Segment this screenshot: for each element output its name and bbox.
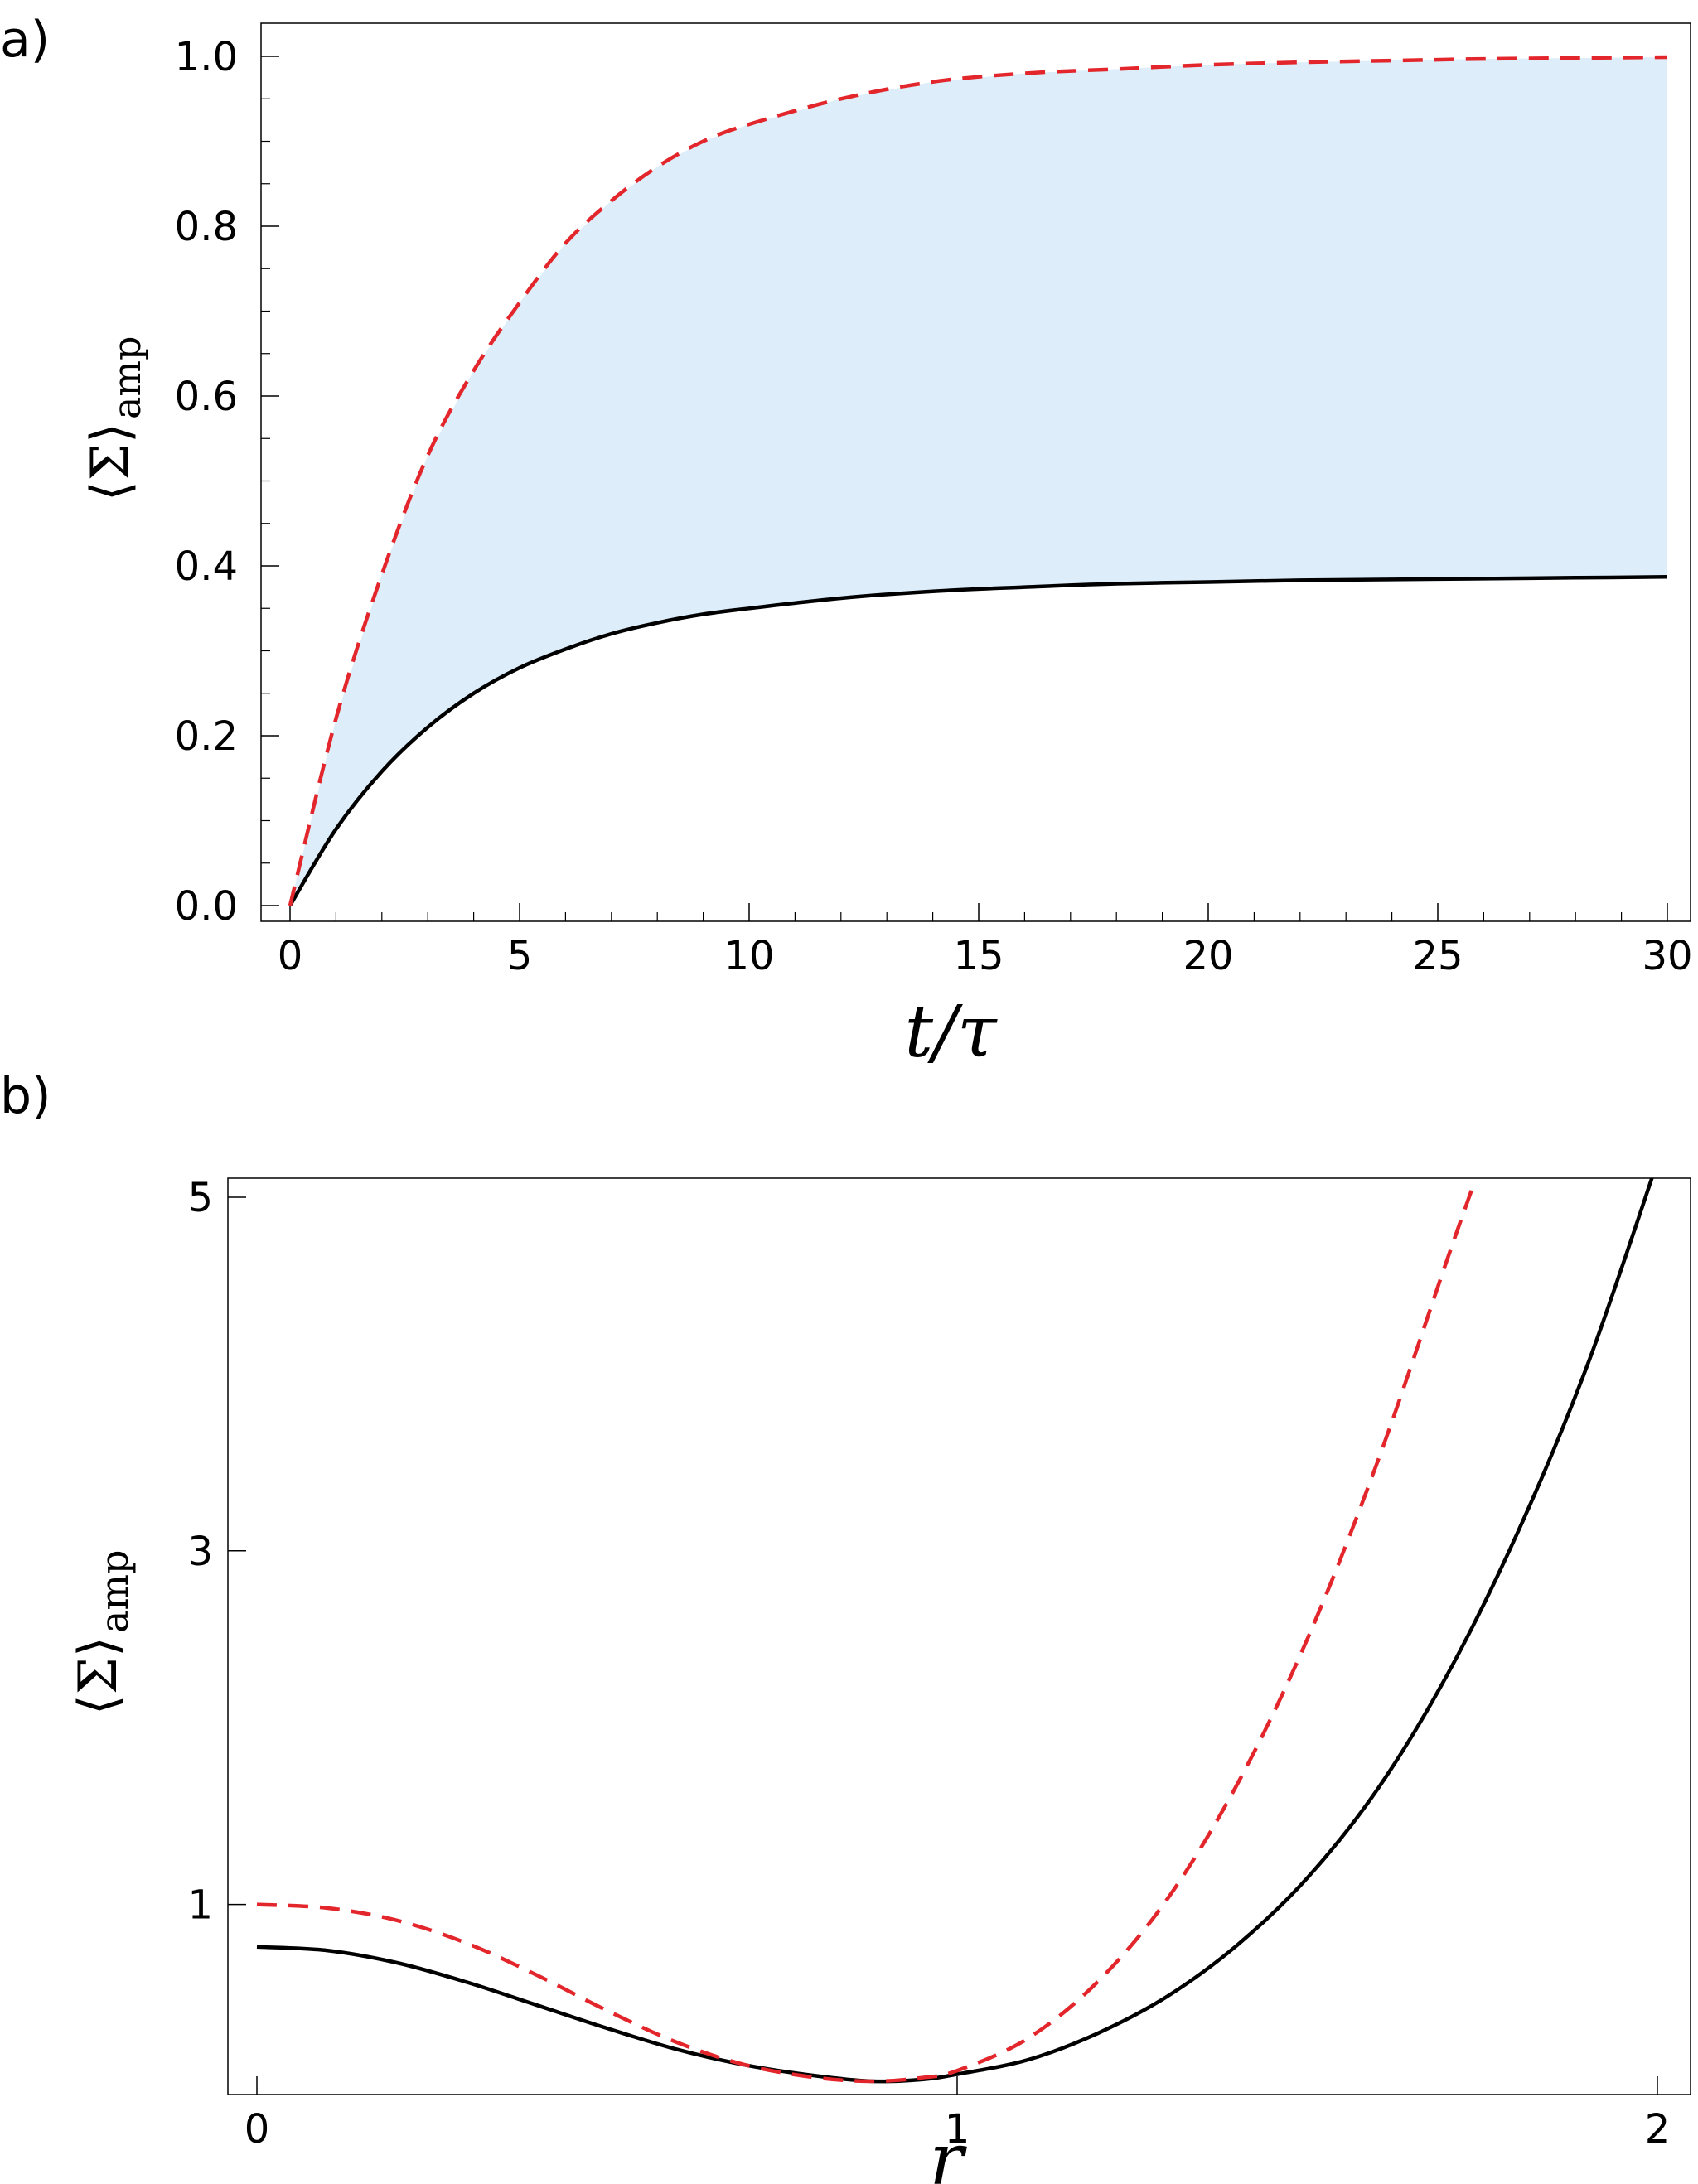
panel-a-x-tick-label: 15 [953,933,1004,979]
panel-a-x-tick-label: 0 [278,933,303,979]
panel-a-y-tick-label: 0.0 [175,883,238,930]
panel-a-x-tick-label: 20 [1183,933,1233,979]
panel-a-y-tick-label: 0.2 [175,713,238,760]
panel-a-frame [260,22,1691,922]
panel-b-y-tick-label: 5 [187,1175,213,1221]
panel-a-series-upper-dashed [288,55,1668,906]
panel-a-x-tick-label: 10 [723,933,774,979]
panel-a-shaded-region [290,57,1667,906]
panel-b-x-tick-label: 0 [244,2106,270,2153]
panel-b-ylabel-sub: amp [92,1550,137,1634]
panel-b-plot-area: 0 1 2 1 3 5 [187,1175,1691,2153]
panel-a-y-tick-label: 0.4 [175,544,238,590]
panel-b-ylabel: ⟨Σ⟩ [68,1636,129,1715]
panel-a-y-tick-label: 0.8 [175,204,238,250]
panel-a-x-tick-label: 30 [1642,933,1692,979]
panel-a-y-tick-label: 1.0 [175,34,238,80]
panel-b-y-tick-label: 3 [187,1529,213,1575]
panel-b-frame [227,1177,1691,2095]
panel-b-y-tick-label: 1 [187,1882,213,1929]
panel-b-label: b) [0,1067,51,1125]
panel-a-x-axis-label: t/τ [904,991,998,1074]
panel-b-x-tick-label: 2 [1645,2106,1671,2153]
panel-a-label: a) [0,11,50,69]
panel-b-series-lower-solid [256,1178,1654,2084]
panel-b-x-tick-label: 1 [945,2106,970,2153]
panel-a-x-tick-label: 25 [1412,933,1463,979]
panel-a-ylabel: ⟨Σ⟩ [80,423,142,501]
panel-b-x-axis-label: r [929,2119,967,2184]
panel-a-y-axis-label: ⟨Σ⟩ amp [80,336,149,502]
panel-a-ylabel-sub: amp [104,336,149,420]
panel-a-x-tick-label: 5 [507,933,533,979]
panel-a-plot-area: 0 5 10 15 20 25 30 0.0 0.2 0.4 0.6 0.8 1.0 [175,22,1693,979]
panel-a-y-tick-label: 0.6 [175,374,238,420]
svg-text:⟨Σ⟩: ⟨Σ⟩ [80,423,142,501]
panel-b: b) 0 1 2 1 3 5 ⟨Σ⟩ amp r [0,1067,1691,2184]
panel-a-series-lower-solid [288,575,1668,907]
panel-b-series-upper-dashed [256,1178,1478,2084]
svg-text:⟨Σ⟩: ⟨Σ⟩ [68,1636,129,1715]
panel-b-y-axis-label: ⟨Σ⟩ amp [68,1550,137,1716]
panel-a: a) 0 5 10 15 20 25 30 0.0 0.2 0.4 0.6 0.8 1.0 ⟨Σ⟩ am… [0,11,1693,1074]
